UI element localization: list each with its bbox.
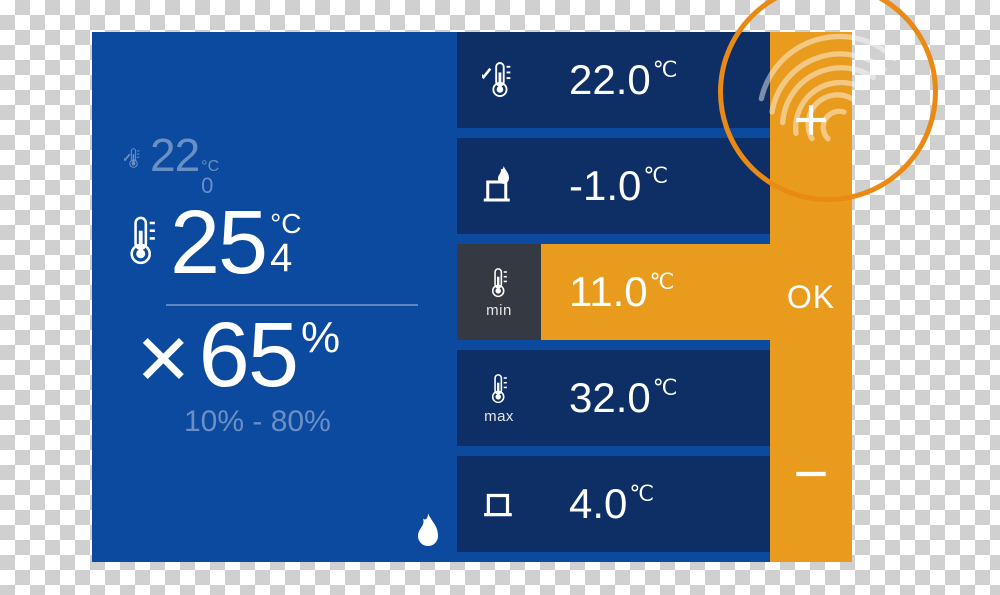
humidity-x-icon: ✕	[134, 319, 193, 401]
flame-icon	[413, 513, 443, 554]
minus-button[interactable]	[770, 385, 852, 562]
current-temp-display: 25 °C 4	[124, 203, 439, 284]
row-min-label: min	[486, 302, 512, 319]
thermo-min-icon: min	[457, 244, 541, 340]
step-icon	[457, 456, 541, 552]
current-int: 25	[170, 203, 266, 284]
settings-list: 22.0℃ -1.0℃ min 11.0℃ max	[457, 32, 770, 562]
row-flame-delta[interactable]: -1.0℃	[457, 138, 770, 234]
status-panel: 22 °C 0 25 °C 4 ✕ 65 % 10% - 80%	[92, 32, 457, 562]
row-target[interactable]: 22.0℃	[457, 32, 770, 128]
row-min[interactable]: min 11.0℃	[457, 244, 770, 340]
row-max-label: max	[484, 408, 514, 425]
thermostat-screen: 22 °C 0 25 °C 4 ✕ 65 % 10% - 80%	[92, 32, 852, 562]
plus-button[interactable]	[770, 32, 852, 209]
row-target-value: 22.0℃	[541, 32, 770, 128]
thermo-check-icon	[457, 32, 541, 128]
row-hysteresis-value: 4.0℃	[541, 456, 770, 552]
current-unit: °C	[270, 210, 301, 238]
setpoint-display: 22 °C 0	[124, 128, 439, 197]
row-max-value: 32.0℃	[541, 350, 770, 446]
row-hysteresis[interactable]: 4.0℃	[457, 456, 770, 552]
humidity-value: 65	[199, 314, 297, 397]
thermo-max-icon: max	[457, 350, 541, 446]
humidity-range: 10% - 80%	[184, 405, 439, 439]
current-dec: 4	[270, 238, 301, 278]
row-flame-delta-value: -1.0℃	[541, 138, 770, 234]
thermo-icon	[124, 209, 160, 278]
thermo-check-icon	[124, 145, 146, 180]
setpoint-int: 22	[150, 128, 199, 182]
flame-step-icon	[457, 138, 541, 234]
humidity-display: ✕ 65 %	[134, 314, 439, 403]
row-min-value: 11.0℃	[541, 244, 770, 340]
humidity-unit: %	[301, 313, 340, 363]
row-max[interactable]: max 32.0℃	[457, 350, 770, 446]
